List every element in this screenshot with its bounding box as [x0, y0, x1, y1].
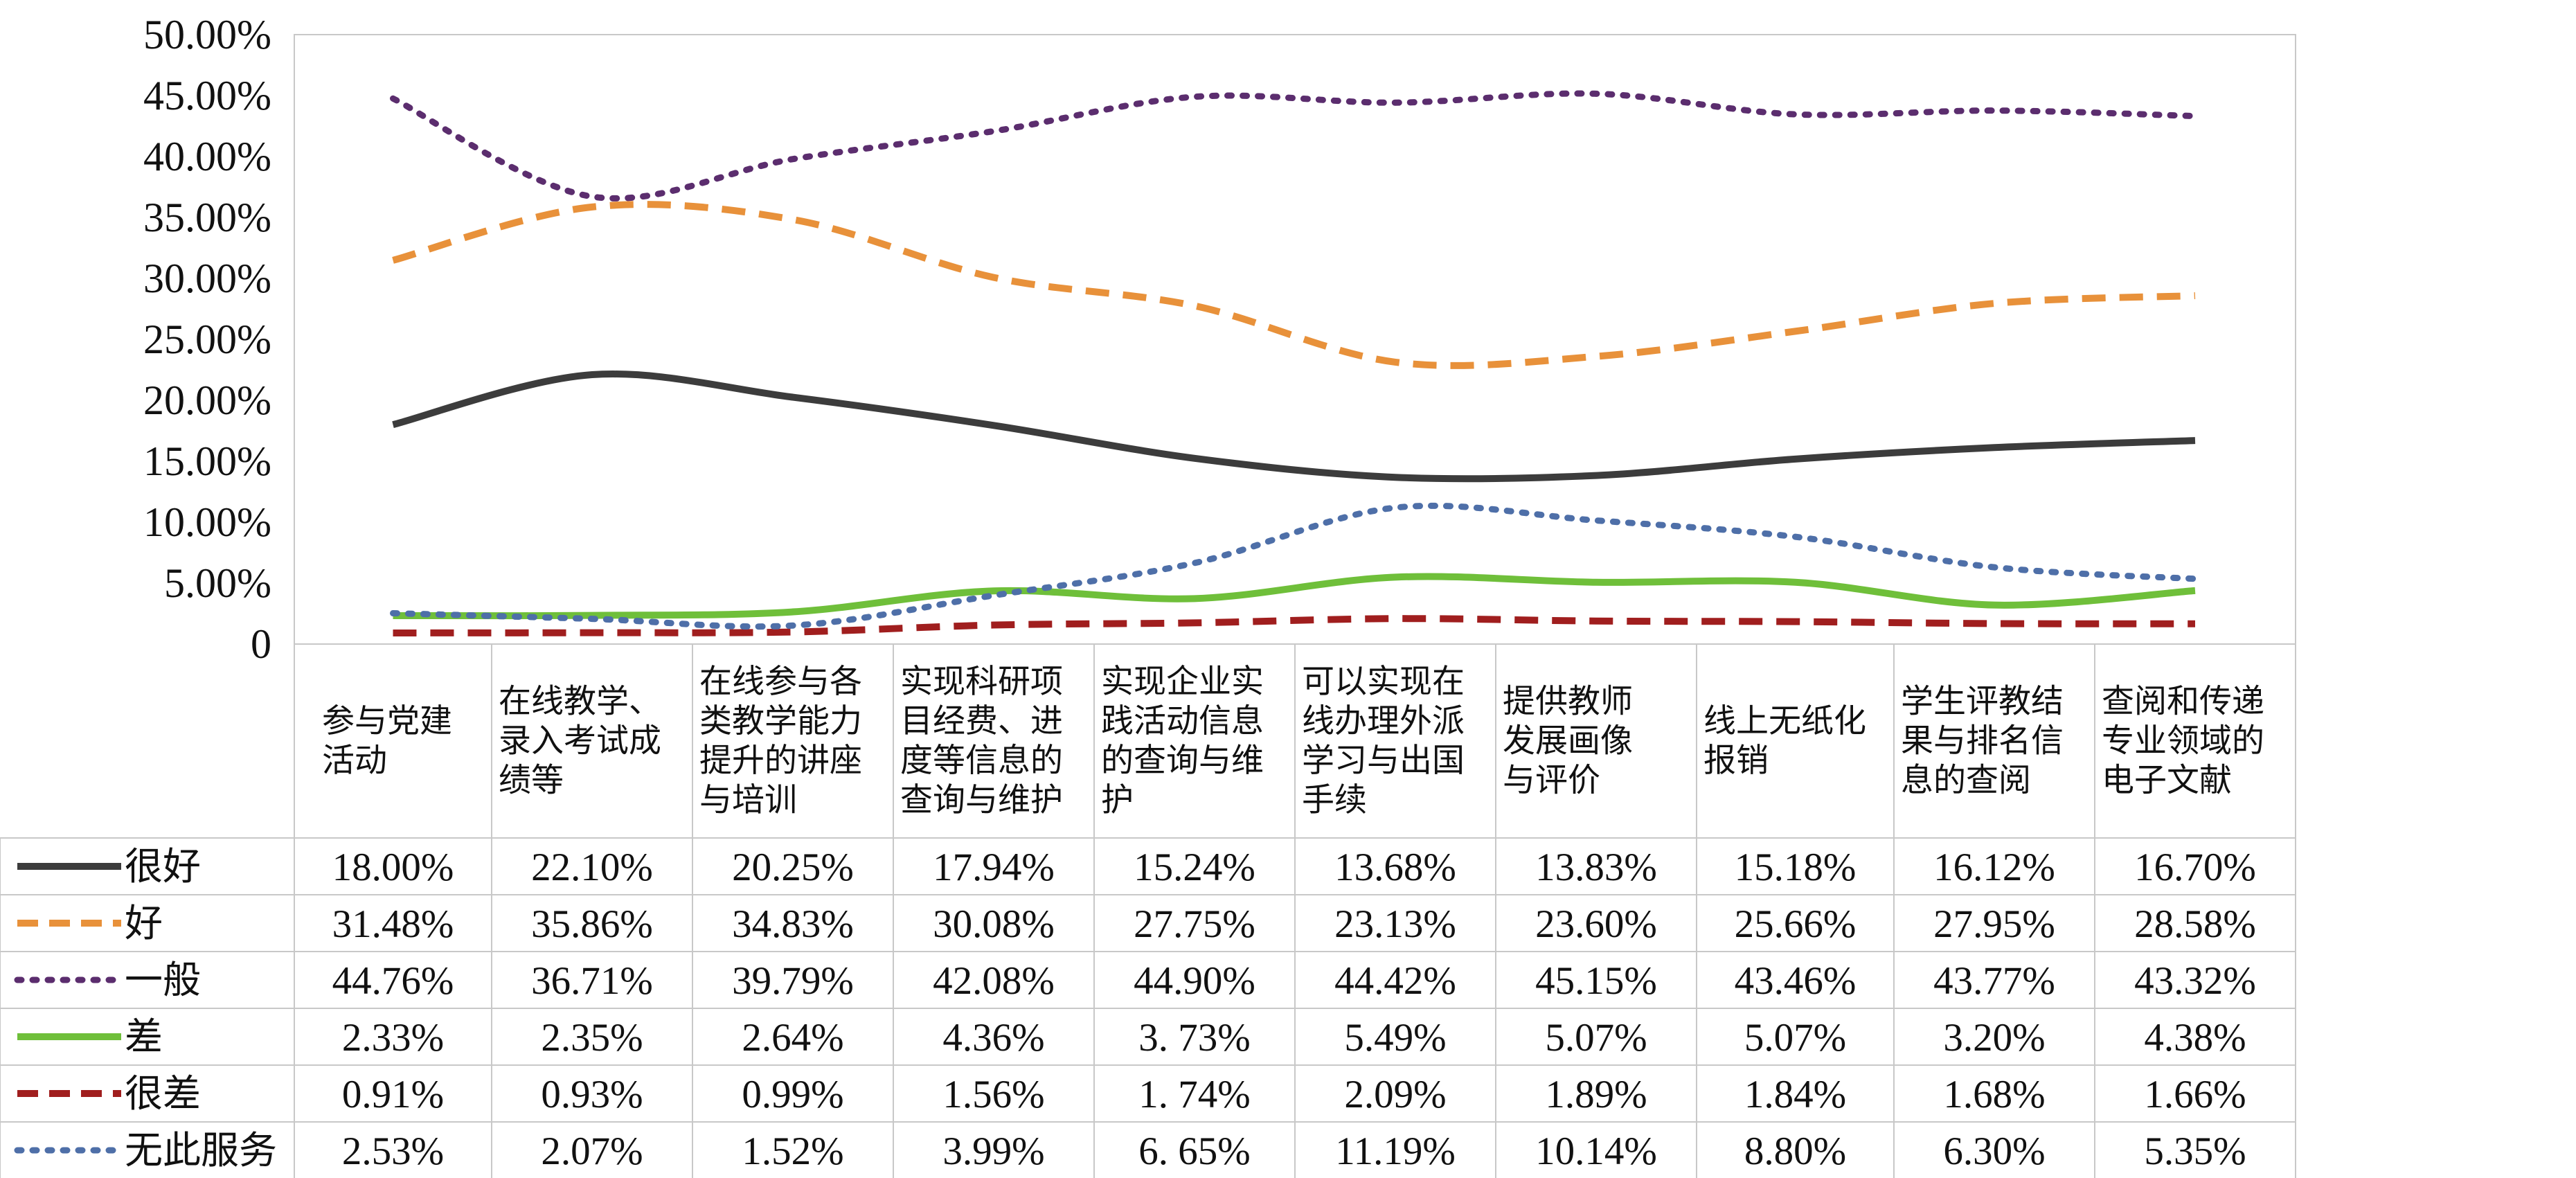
table-cell-value: 44.76%: [332, 959, 454, 1003]
table-cell-value: 13.83%: [1535, 846, 1657, 889]
legend-label: 差: [125, 1015, 163, 1059]
table-cell-value: 22.10%: [531, 846, 653, 889]
table-cell-value: 15.18%: [1735, 846, 1857, 889]
table-cell-value: 16.70%: [2134, 846, 2256, 889]
table-cell-value: 43.32%: [2134, 959, 2256, 1003]
table-cell-value: 1. 74%: [1138, 1073, 1250, 1116]
table-cell-value: 1.52%: [742, 1130, 843, 1173]
category-label: 在线教学、录入考试成绩等: [499, 683, 661, 800]
table-cell-value: 5.35%: [2144, 1130, 2246, 1173]
legend-label: 无此服务: [125, 1128, 277, 1172]
table-cell-value: 1.68%: [1943, 1073, 2045, 1116]
table-cell-value: 45.15%: [1535, 959, 1657, 1003]
table-cell-value: 28.58%: [2134, 902, 2256, 946]
table-cell-value: 2.35%: [541, 1016, 643, 1060]
series-line-1: [392, 201, 2196, 369]
table-cell-value: 39.79%: [732, 959, 854, 1003]
series-line-4: [393, 615, 2196, 636]
table-cell-value: 43.77%: [1933, 959, 2055, 1003]
table-cell-value: 27.75%: [1134, 902, 1255, 946]
table-cell-value: 6.30%: [1943, 1130, 2045, 1173]
table-cell-value: 4.36%: [942, 1016, 1044, 1060]
category-label: 提供教师发展画像与评价: [1503, 683, 1633, 800]
plot-frame: [294, 34, 2296, 645]
table-cell-value: 25.66%: [1735, 902, 1857, 946]
y-tick-label: 0: [251, 621, 271, 667]
table-cell-value: 31.48%: [332, 902, 454, 946]
y-tick-label: 45.00%: [143, 73, 271, 118]
table-cell-value: 5.07%: [1744, 1016, 1846, 1060]
y-axis: 50.00% 45.00% 40.00% 35.00% 30.00% 25.00% 20.0…: [143, 12, 271, 667]
table-cell-value: 15.24%: [1134, 846, 1255, 889]
category-label: 学生评教结果与排名信息的查阅: [1901, 683, 2064, 800]
table-cell-value: 43.46%: [1735, 959, 1857, 1003]
series-line-5: [390, 502, 2199, 630]
series-line-3: [393, 573, 2196, 620]
legend-label: 好: [125, 901, 163, 945]
table-cell-value: 44.42%: [1334, 959, 1456, 1003]
table-cell-value: 13.68%: [1334, 846, 1456, 889]
table-cell-value: 2.53%: [342, 1130, 444, 1173]
table-cell-value: 35.86%: [531, 902, 653, 946]
table-cell-value: 6. 65%: [1138, 1130, 1250, 1173]
category-label: 可以实现在线办理外派学习与出国手续: [1302, 663, 1465, 819]
table-cell-value: 1.66%: [2144, 1073, 2246, 1116]
table-cell-value: 11.19%: [1335, 1130, 1456, 1173]
legend-label: 很好: [125, 844, 201, 889]
table-cell-value: 44.90%: [1134, 959, 1255, 1003]
series-lines: [390, 90, 2199, 636]
series-line-2: [390, 90, 2199, 202]
table-cell-value: 42.08%: [933, 959, 1055, 1003]
table-cell-value: 5.49%: [1344, 1016, 1446, 1060]
table-cell-value: 1.56%: [942, 1073, 1044, 1116]
category-label: 在线参与各类教学能力提升的讲座与培训: [699, 663, 862, 819]
table-cell-value: 5.07%: [1545, 1016, 1647, 1060]
table-cell-value: 18.00%: [332, 846, 454, 889]
table-cell-value: 36.71%: [531, 959, 653, 1003]
table-cell-value: 27.95%: [1933, 902, 2055, 946]
table-cell-value: 3. 73%: [1138, 1016, 1250, 1060]
table-cell-value: 3.99%: [942, 1130, 1044, 1173]
table-cell-value: 23.60%: [1535, 902, 1657, 946]
y-tick-label: 50.00%: [143, 12, 271, 57]
category-label: 实现企业实践活动信息的查询与维护: [1101, 663, 1264, 819]
series-line-0: [392, 371, 2196, 483]
table-cell-value: 2.07%: [541, 1130, 643, 1173]
legend-label: 一般: [125, 958, 201, 1002]
table-cell-value: 2.09%: [1344, 1073, 1446, 1116]
table-cell-value: 0.93%: [541, 1073, 643, 1116]
table-cell-value: 4.38%: [2144, 1016, 2246, 1060]
table-cell-value: 34.83%: [732, 902, 854, 946]
table-cell-value: 1.89%: [1545, 1073, 1647, 1116]
y-tick-label: 40.00%: [143, 134, 271, 179]
legend-label: 很差: [125, 1071, 201, 1116]
table-cell-value: 0.91%: [342, 1073, 444, 1116]
category-label: 实现科研项目经费、进度等信息的查询与维护: [900, 663, 1063, 819]
y-tick-label: 25.00%: [143, 316, 271, 362]
table-cell-value: 23.13%: [1334, 902, 1456, 946]
table-cell-value: 8.80%: [1744, 1130, 1846, 1173]
category-label: 查阅和传递专业领域的电子文献: [2102, 683, 2264, 800]
y-tick-label: 10.00%: [143, 499, 271, 545]
table-cell-value: 17.94%: [933, 846, 1055, 889]
plot-area-border: [294, 34, 2296, 645]
data-table: 参与党建活动在线教学、录入考试成绩等在线参与各类教学能力提升的讲座与培训实现科研…: [0, 644, 2296, 1178]
y-tick-label: 5.00%: [164, 560, 271, 606]
y-tick-label: 20.00%: [143, 377, 271, 423]
table-cell-value: 0.99%: [742, 1073, 843, 1116]
y-tick-label: 30.00%: [143, 256, 271, 301]
table-cell-value: 30.08%: [933, 902, 1055, 946]
table-cell-value: 10.14%: [1535, 1130, 1657, 1173]
y-tick-label: 35.00%: [143, 195, 271, 240]
table-cell-value: 1.84%: [1744, 1073, 1846, 1116]
table-cell-value: 20.25%: [732, 846, 854, 889]
category-label: 线上无纸化报销: [1703, 702, 1866, 780]
category-label: 参与党建活动: [322, 702, 452, 780]
y-tick-label: 15.00%: [143, 438, 271, 484]
table-cell-value: 2.64%: [742, 1016, 843, 1060]
table-cell-value: 2.33%: [342, 1016, 444, 1060]
table-cell-value: 16.12%: [1933, 846, 2055, 889]
table-cell-value: 3.20%: [1943, 1016, 2045, 1060]
